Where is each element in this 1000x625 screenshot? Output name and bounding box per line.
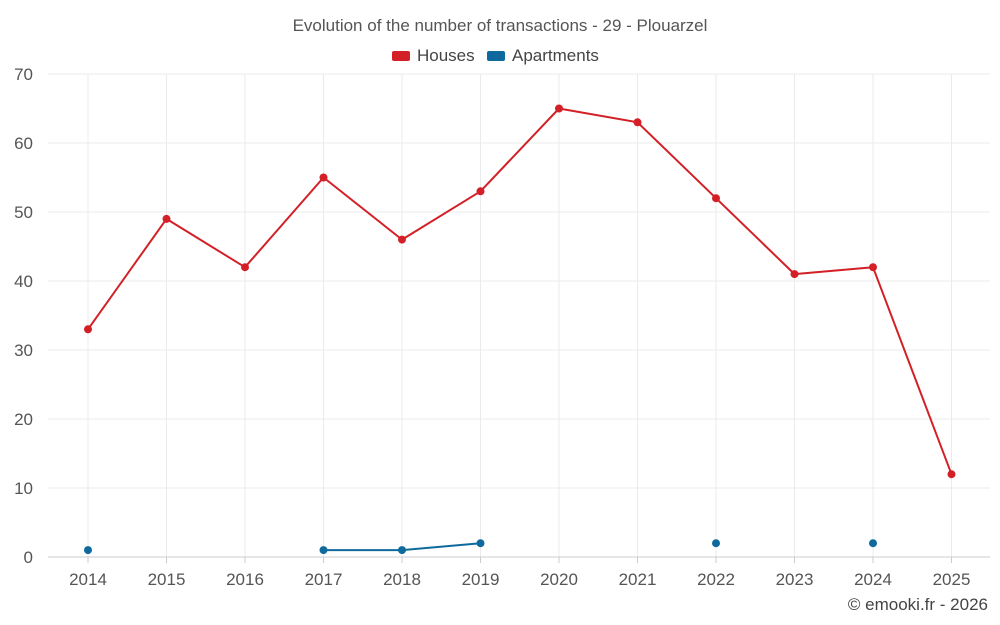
legend-item-houses[interactable]: Houses — [392, 46, 475, 65]
apartments-point[interactable] — [398, 546, 406, 555]
x-tick-label: 2014 — [69, 570, 107, 589]
x-tick-label: 2025 — [933, 570, 971, 589]
y-tick-label: 0 — [24, 548, 33, 567]
houses-line-segment — [401, 190, 482, 241]
y-tick-label: 20 — [14, 410, 33, 429]
houses-point[interactable] — [555, 104, 563, 113]
houses-point[interactable] — [476, 187, 485, 196]
houses-line-segment — [322, 176, 403, 241]
x-tick-label: 2015 — [148, 570, 186, 589]
houses-line-segment — [872, 266, 953, 476]
x-tick-label: 2021 — [619, 570, 657, 589]
series-apartments — [84, 539, 877, 555]
x-axis: 2014 2015 2016 2017 2018 2019 2020 2021 2022 2023… — [48, 556, 990, 589]
y-tick-label: 40 — [14, 272, 33, 291]
x-tick-label: 2023 — [776, 570, 814, 589]
houses-line-segment — [165, 217, 246, 269]
series-layer — [84, 104, 956, 555]
x-tick-label: 2016 — [226, 570, 264, 589]
apartments-point[interactable] — [84, 546, 92, 555]
houses-point[interactable] — [790, 270, 799, 279]
apartments-point[interactable] — [712, 539, 720, 548]
houses-point[interactable] — [162, 214, 171, 223]
legend-label-houses: Houses — [417, 46, 475, 65]
legend-label-apartments: Apartments — [512, 46, 599, 65]
houses-point[interactable] — [84, 325, 92, 334]
y-axis: 0 10 20 30 40 50 60 70 — [14, 65, 33, 567]
y-tick-label: 70 — [14, 65, 33, 84]
houses-line-segment — [558, 107, 639, 124]
houses-point[interactable] — [712, 194, 720, 203]
x-tick-label: 2020 — [540, 570, 578, 589]
apartments-line-segment — [401, 542, 482, 552]
y-tick-label: 50 — [14, 203, 33, 222]
houses-point[interactable] — [947, 470, 956, 479]
houses-line-segment — [244, 176, 325, 269]
legend-swatch-apartments — [487, 51, 505, 61]
houses-line-segment — [636, 121, 717, 200]
apartments-point[interactable] — [869, 539, 877, 548]
houses-point[interactable] — [398, 235, 406, 244]
y-tick-label: 30 — [14, 341, 33, 360]
x-tick-label: 2017 — [305, 570, 343, 589]
houses-point[interactable] — [319, 173, 328, 182]
y-tick-label: 10 — [14, 479, 33, 498]
houses-line-segment — [715, 197, 796, 276]
legend-swatch-houses — [392, 51, 410, 61]
houses-line-segment — [793, 266, 874, 276]
apartments-point[interactable] — [319, 546, 328, 555]
y-tick-label: 60 — [14, 134, 33, 153]
x-tick-label: 2018 — [383, 570, 421, 589]
credit-text: © emooki.fr - 2026 — [848, 595, 988, 614]
x-tick-label: 2024 — [854, 570, 892, 589]
chart-title: Evolution of the number of transactions … — [293, 16, 708, 35]
legend: Houses Apartments — [392, 46, 599, 65]
houses-line-segment — [87, 217, 168, 331]
grid — [48, 73, 990, 557]
apartments-point[interactable] — [476, 539, 485, 548]
legend-item-apartments[interactable]: Apartments — [487, 46, 599, 65]
x-tick-label: 2019 — [462, 570, 500, 589]
houses-point[interactable] — [869, 263, 877, 272]
series-houses — [84, 104, 956, 479]
houses-point[interactable] — [241, 263, 249, 272]
x-tick-label: 2022 — [697, 570, 735, 589]
houses-line-segment — [479, 107, 560, 193]
houses-point[interactable] — [633, 118, 642, 127]
